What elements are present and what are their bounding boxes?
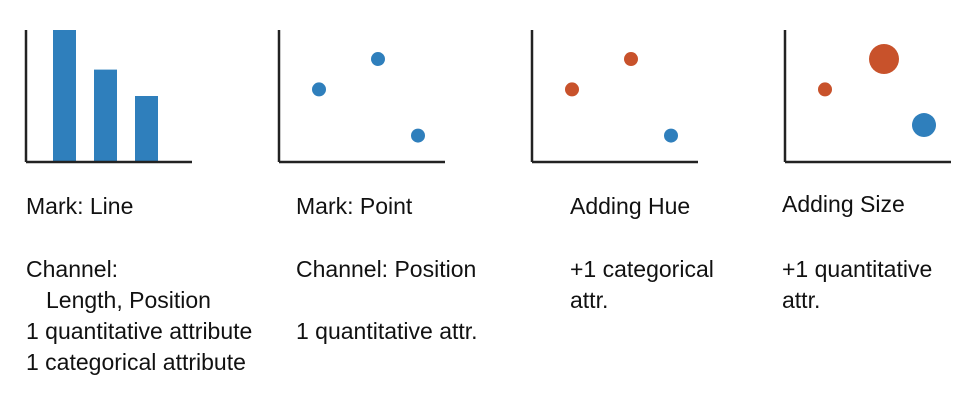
- channel-value: Length, Position: [46, 287, 211, 313]
- attribute-line: +1 quantitative: [782, 256, 933, 282]
- point: [912, 113, 936, 138]
- mark-label-point: Mark: Point: [296, 193, 413, 219]
- attribute-line: +1 categorical: [570, 256, 714, 282]
- bar-chart-panel: [24, 30, 192, 164]
- point: [312, 82, 326, 97]
- mark-label-size: Adding Size: [782, 191, 905, 217]
- point: [869, 44, 899, 75]
- point: [624, 52, 638, 67]
- point: [371, 52, 385, 67]
- point: [664, 128, 678, 143]
- attribute-line: 1 quantitative attr.: [296, 318, 478, 344]
- point: [565, 82, 579, 97]
- attribute-line: 1 quantitative attribute: [26, 318, 253, 344]
- channel-label: Channel: Position: [296, 256, 477, 282]
- mark-label-line: Mark: Line: [26, 193, 134, 219]
- attribute-line: attr.: [570, 287, 609, 313]
- point: [818, 82, 832, 97]
- bar: [94, 69, 117, 162]
- attribute-line: attr.: [782, 287, 821, 313]
- point-chart-panel: [277, 30, 951, 164]
- mark-label-hue: Adding Hue: [570, 193, 691, 219]
- point: [411, 128, 425, 143]
- bar: [135, 96, 158, 162]
- bar: [53, 30, 76, 162]
- channel-label: Channel:: [26, 256, 119, 282]
- attribute-line: 1 categorical attribute: [26, 349, 246, 375]
